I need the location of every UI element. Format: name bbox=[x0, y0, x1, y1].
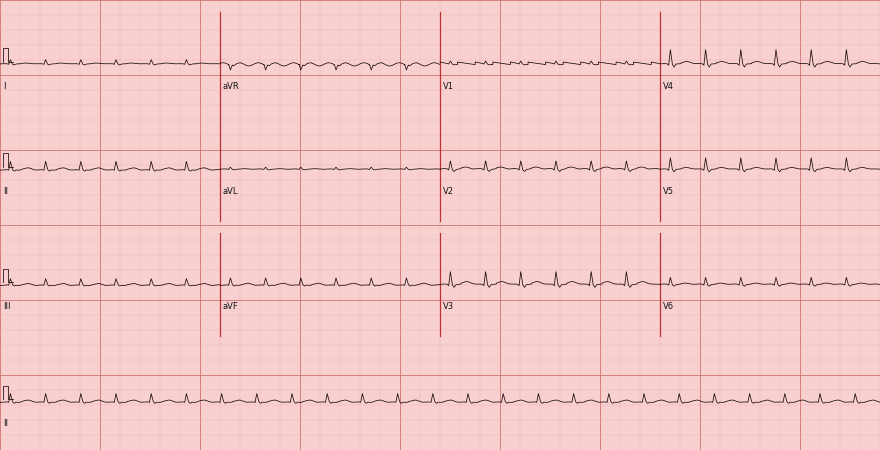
Text: II: II bbox=[3, 419, 8, 428]
Text: II: II bbox=[3, 187, 8, 196]
Text: aVF: aVF bbox=[223, 302, 238, 311]
Text: V5: V5 bbox=[663, 187, 674, 196]
Text: III: III bbox=[3, 302, 11, 311]
Text: aVR: aVR bbox=[223, 81, 239, 90]
Text: aVL: aVL bbox=[223, 187, 238, 196]
Text: V2: V2 bbox=[443, 187, 454, 196]
Text: V4: V4 bbox=[663, 81, 674, 90]
Text: V3: V3 bbox=[443, 302, 454, 311]
Text: V6: V6 bbox=[663, 302, 674, 311]
Text: I: I bbox=[3, 81, 5, 90]
Text: V1: V1 bbox=[443, 81, 454, 90]
